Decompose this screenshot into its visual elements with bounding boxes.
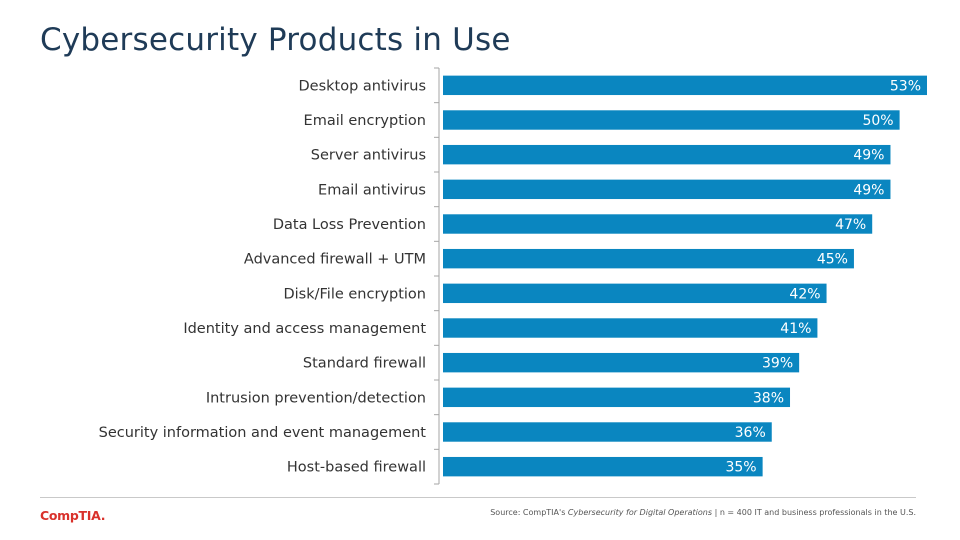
bar	[443, 318, 818, 338]
comptia-logo: CompTIA.	[40, 508, 106, 523]
bar-chart: Desktop antivirus 53% Email encryption 50% S…	[99, 67, 927, 485]
data-label: 38%	[753, 390, 784, 406]
source-suffix: | n = 400 IT and business professionals …	[714, 508, 916, 517]
data-label: 49%	[853, 182, 884, 198]
category-label: Disk/File encryption	[283, 286, 426, 302]
data-label: 41%	[780, 321, 811, 337]
data-label: 35%	[725, 460, 756, 476]
category-label: Data Loss Prevention	[273, 217, 426, 233]
page-title: Cybersecurity Products in Use	[40, 22, 511, 58]
data-label: 42%	[789, 286, 820, 302]
category-label: Email antivirus	[318, 182, 426, 198]
data-label: 36%	[735, 425, 766, 441]
bar	[443, 144, 891, 165]
footer-divider	[40, 497, 916, 498]
category-label: Server antivirus	[311, 148, 426, 164]
data-label: 45%	[817, 252, 848, 268]
bar	[443, 283, 827, 304]
category-label: Security information and event managemen…	[99, 425, 427, 441]
category-label: Standard firewall	[303, 356, 426, 372]
bar	[443, 248, 854, 269]
bar	[443, 75, 927, 96]
bar	[443, 214, 873, 234]
category-label: Desktop antivirus	[298, 78, 426, 94]
data-label: 39%	[762, 356, 793, 372]
bar	[443, 110, 900, 130]
category-label: Intrusion prevention/detection	[206, 390, 426, 406]
bar	[443, 422, 772, 442]
source-title: Cybersecurity for Digital Operations	[567, 508, 713, 517]
bar	[443, 179, 891, 200]
category-label: Host-based firewall	[287, 460, 426, 476]
bar	[443, 387, 791, 408]
data-label: 49%	[853, 148, 884, 164]
source-note: Source: CompTIA's Cybersecurity for Digi…	[490, 508, 916, 517]
data-label: 53%	[890, 78, 921, 94]
bar	[443, 352, 800, 373]
category-label: Advanced firewall + UTM	[244, 252, 426, 268]
data-label: 47%	[835, 217, 866, 233]
data-label: 50%	[862, 113, 893, 129]
category-label: Email encryption	[304, 113, 426, 129]
source-prefix: Source: CompTIA's	[490, 508, 566, 517]
bar	[443, 456, 763, 477]
category-label: Identity and access management	[183, 321, 426, 337]
